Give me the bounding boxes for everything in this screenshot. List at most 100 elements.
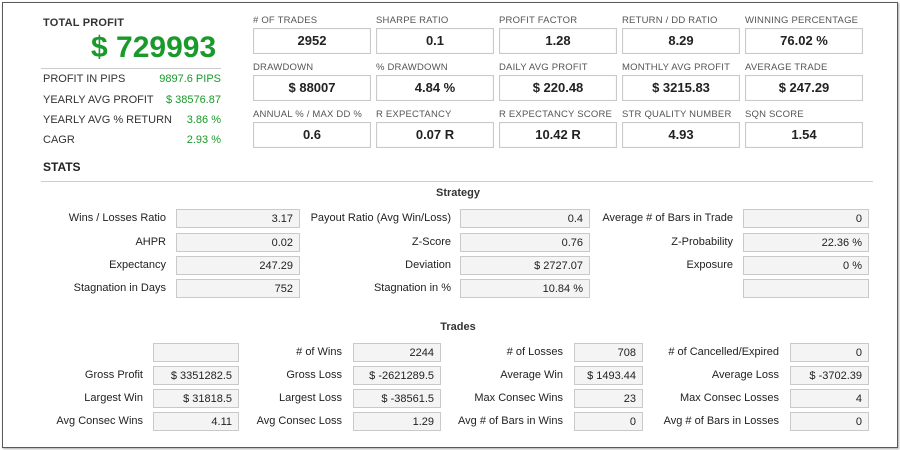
stat-label: Gross Profit bbox=[84, 369, 143, 381]
summary-row-cagr: CAGR 2.93 % bbox=[43, 134, 221, 154]
metric-value: $ 88007 bbox=[253, 75, 371, 101]
stat-label: Max Consec Losses bbox=[679, 392, 779, 404]
stat-value: 0 bbox=[790, 343, 869, 362]
metric-value: 1.54 bbox=[745, 122, 863, 148]
summary-label: YEARLY AVG PROFIT bbox=[43, 94, 154, 106]
metric-winning-percentage: WINNING PERCENTAGE 76.02 % bbox=[745, 15, 863, 54]
metric-value: 4.93 bbox=[622, 122, 740, 148]
summary-label: CAGR bbox=[43, 134, 75, 146]
metric-value: $ 247.29 bbox=[745, 75, 863, 101]
stat-label: Avg # of Bars in Losses bbox=[663, 415, 779, 427]
trades-section-title: Trades bbox=[440, 321, 476, 333]
stat-value: 0.02 bbox=[176, 233, 300, 252]
metric-average-trade: AVERAGE TRADE $ 247.29 bbox=[745, 62, 863, 101]
metric-sharpe-ratio: SHARPE RATIO 0.1 bbox=[376, 15, 494, 54]
stat-value: 752 bbox=[176, 279, 300, 298]
total-profit-value: $ 729993 bbox=[91, 31, 217, 64]
stat-value: $ -38561.5 bbox=[353, 389, 441, 408]
summary-row-yearly-avg-return: YEARLY AVG % RETURN 3.86 % bbox=[43, 114, 221, 134]
metric-label: RETURN / DD RATIO bbox=[622, 15, 718, 26]
stat-value: $ 31818.5 bbox=[153, 389, 239, 408]
stat-label: Average Win bbox=[500, 369, 563, 381]
stat-label: Avg Consec Loss bbox=[256, 415, 342, 427]
stat-value: 4 bbox=[790, 389, 869, 408]
metric-return-dd-ratio: RETURN / DD RATIO 8.29 bbox=[622, 15, 740, 54]
divider bbox=[41, 68, 221, 69]
stat-label: Wins / Losses Ratio bbox=[68, 212, 166, 224]
stat-label: # of Wins bbox=[296, 346, 342, 358]
stat-label: # of Losses bbox=[506, 346, 563, 358]
summary-label: YEARLY AVG % RETURN bbox=[43, 114, 172, 126]
metric-value: 10.42 R bbox=[499, 122, 617, 148]
stat-value: 2244 bbox=[353, 343, 441, 362]
stat-label: Z-Probability bbox=[671, 236, 733, 248]
metric-profit-factor: PROFIT FACTOR 1.28 bbox=[499, 15, 617, 54]
metric-label: MONTHLY AVG PROFIT bbox=[622, 62, 731, 73]
stat-label: Stagnation in % bbox=[373, 282, 451, 294]
metric-label: % DRAWDOWN bbox=[376, 62, 448, 73]
stat-label: Average # of Bars in Trade bbox=[602, 212, 733, 224]
stats-title: STATS bbox=[43, 160, 81, 174]
stat-label: Avg Consec Wins bbox=[56, 415, 143, 427]
total-profit-label: TOTAL PROFIT bbox=[43, 17, 125, 29]
stat-value: 0.76 bbox=[460, 233, 590, 252]
stat-label: # of Cancelled/Expired bbox=[668, 346, 779, 358]
metric-value: $ 220.48 bbox=[499, 75, 617, 101]
stat-label: AHPR bbox=[135, 236, 166, 248]
metric-value: 76.02 % bbox=[745, 28, 863, 54]
summary-value: 3.86 % bbox=[186, 114, 221, 126]
metric-label: WINNING PERCENTAGE bbox=[745, 15, 859, 26]
metric-number-of-trades: # OF TRADES 2952 bbox=[253, 15, 371, 54]
stat-value: $ 3351282.5 bbox=[153, 366, 239, 385]
summary-value: 2.93 % bbox=[186, 134, 221, 146]
metric-value: $ 3215.83 bbox=[622, 75, 740, 101]
metric-label: DAILY AVG PROFIT bbox=[499, 62, 588, 73]
stat-value: 3.17 bbox=[176, 209, 300, 228]
stat-label: Z-Score bbox=[411, 236, 451, 248]
stat-value: 23 bbox=[574, 389, 643, 408]
stat-label: Largest Loss bbox=[279, 392, 342, 404]
stat-value: 0 % bbox=[743, 256, 869, 275]
stat-value: $ -3702.39 bbox=[790, 366, 869, 385]
summary-value: 9897.6 PIPS bbox=[159, 73, 221, 85]
metric-value: 0.1 bbox=[376, 28, 494, 54]
stat-label: Average Loss bbox=[711, 369, 779, 381]
stat-value: 22.36 % bbox=[743, 233, 869, 252]
divider bbox=[41, 181, 873, 182]
stat-value: 10.84 % bbox=[460, 279, 590, 298]
metric-label: AVERAGE TRADE bbox=[745, 62, 828, 73]
metric-value: 8.29 bbox=[622, 28, 740, 54]
stat-value bbox=[153, 343, 239, 362]
stat-value: 0 bbox=[574, 412, 643, 431]
stat-label: Max Consec Wins bbox=[474, 392, 563, 404]
metric-r-expectancy-score: R EXPECTANCY SCORE 10.42 R bbox=[499, 109, 617, 148]
metric-value: 2952 bbox=[253, 28, 371, 54]
summary-label: PROFIT IN PIPS bbox=[43, 73, 126, 85]
metric-label: PROFIT FACTOR bbox=[499, 15, 578, 26]
stat-value: 247.29 bbox=[176, 256, 300, 275]
metric-value: 4.84 % bbox=[376, 75, 494, 101]
stat-label: Stagnation in Days bbox=[73, 282, 166, 294]
stat-label: Avg # of Bars in Wins bbox=[458, 415, 563, 427]
stat-value: 4.11 bbox=[153, 412, 239, 431]
metric-annual-max-dd: ANNUAL % / MAX DD % 0.6 bbox=[253, 109, 371, 148]
stat-value: $ -2621289.5 bbox=[353, 366, 441, 385]
metric-value: 0.6 bbox=[253, 122, 371, 148]
metric-label: # OF TRADES bbox=[253, 15, 318, 26]
summary-row-yearly-avg-profit: YEARLY AVG PROFIT $ 38576.87 bbox=[43, 94, 221, 114]
metric-monthly-avg-profit: MONTHLY AVG PROFIT $ 3215.83 bbox=[622, 62, 740, 101]
metric-percent-drawdown: % DRAWDOWN 4.84 % bbox=[376, 62, 494, 101]
stat-label: Gross Loss bbox=[286, 369, 342, 381]
stat-value: 0.4 bbox=[460, 209, 590, 228]
metric-label: STR QUALITY NUMBER bbox=[622, 109, 732, 120]
stat-label: Exposure bbox=[686, 259, 733, 271]
metric-label: SHARPE RATIO bbox=[376, 15, 449, 26]
metric-daily-avg-profit: DAILY AVG PROFIT $ 220.48 bbox=[499, 62, 617, 101]
stat-value: 708 bbox=[574, 343, 643, 362]
metric-str-quality-number: STR QUALITY NUMBER 4.93 bbox=[622, 109, 740, 148]
metric-r-expectancy: R EXPECTANCY 0.07 R bbox=[376, 109, 494, 148]
stat-value: 1.29 bbox=[353, 412, 441, 431]
stat-value: 0 bbox=[743, 209, 869, 228]
stat-value: $ 1493.44 bbox=[574, 366, 643, 385]
